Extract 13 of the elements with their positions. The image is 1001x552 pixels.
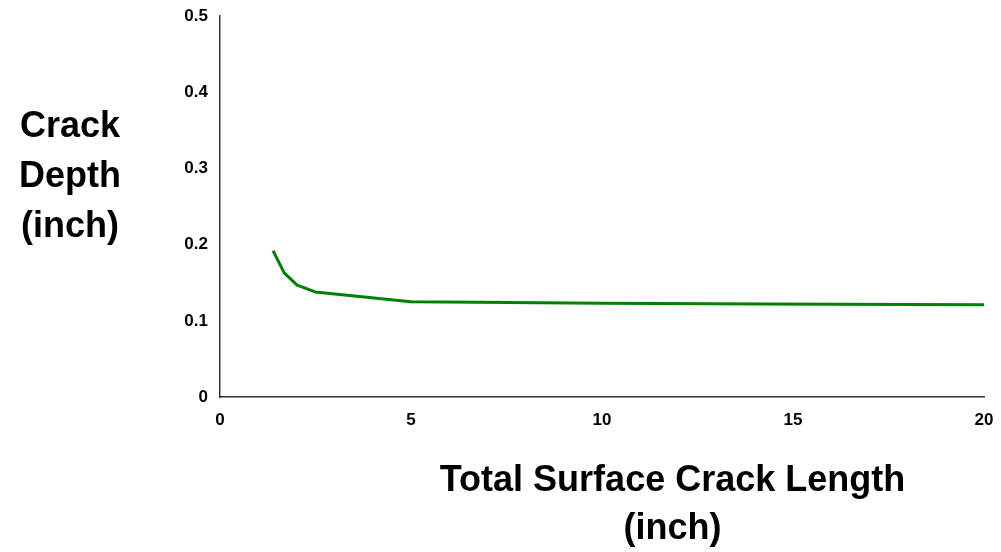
x-axis-title: Total Surface Crack Length (inch) [438,457,907,549]
x-tick-label: 5 [406,409,416,429]
y-tick-label: 0.1 [184,310,208,330]
x-tick-label: 20 [974,409,994,429]
y-tick-label: 0.4 [184,82,209,102]
x-tick-label: 10 [592,409,612,429]
x-tick-label: 0 [215,409,225,429]
y-tick-label: 0.3 [184,158,208,178]
x-tick-label: 15 [783,409,803,429]
y-tick-label: 0 [198,386,208,406]
y-tick-label: 0.5 [184,5,208,25]
y-tick-label: 0.2 [184,234,208,254]
y-axis-title: Crack Depth (inch) [18,103,122,247]
